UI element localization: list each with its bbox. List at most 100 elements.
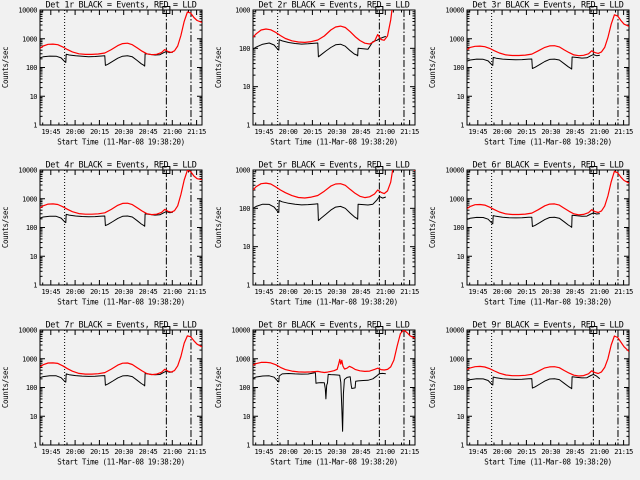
y-axis-label: Counts/sec	[214, 47, 223, 88]
detector-plot-cell-8: Det 8r BLACK = Events, RED = LLD 19:45 20:…	[213, 320, 426, 480]
y-axis-label: Counts/sec	[428, 207, 437, 248]
y-tick-label: 10	[243, 243, 251, 251]
y-tick-label: 10000	[445, 167, 464, 175]
plot-title: Det 6r BLACK = Events, RED = LLD	[473, 161, 624, 171]
x-tick-label: 20:15	[517, 448, 536, 456]
detector-plot-cell-1: Det 1r BLACK = Events, RED = LLD 19:45 20:…	[0, 0, 213, 160]
x-tick-label: 20:00	[279, 288, 298, 296]
y-axis-label: Counts/sec	[1, 47, 10, 88]
y-tick-label: 10	[243, 83, 251, 91]
x-tick-label: 20:00	[493, 288, 512, 296]
events-curve	[253, 372, 386, 432]
y-tick-label: 1	[460, 282, 464, 290]
events-curve	[40, 370, 173, 387]
x-tick-label: 20:45	[139, 128, 158, 136]
x-tick-label: 21:00	[163, 128, 182, 136]
y-tick-label: 10000	[18, 7, 37, 15]
y-tick-label: 1	[33, 442, 37, 450]
y-axis-label: Counts/sec	[1, 367, 10, 408]
x-tick-label: 20:30	[327, 128, 346, 136]
x-tick-label: 21:00	[376, 288, 395, 296]
y-tick-label: 100	[26, 64, 37, 72]
x-tick-label: 19:45	[42, 448, 61, 456]
x-tick-label: 21:15	[614, 448, 633, 456]
x-axis-label: Start Time (11-Mar-08 19:38:20)	[270, 298, 398, 307]
lld-curve	[40, 11, 202, 56]
events-curve	[40, 211, 173, 227]
y-tick-label: 10	[30, 253, 38, 261]
x-axis-label: Start Time (11-Mar-08 19:38:20)	[270, 458, 398, 467]
y-tick-label: 100	[453, 224, 464, 232]
x-axis-label: Start Time (11-Mar-08 19:38:20)	[484, 138, 612, 147]
x-tick-label: 20:30	[327, 448, 346, 456]
x-tick-label: 20:30	[114, 448, 133, 456]
lld-curve	[253, 170, 415, 199]
detector-plot-svg-5: Det 5r BLACK = Events, RED = LLD 19:45 20:…	[214, 161, 420, 307]
x-tick-label: 20:00	[66, 448, 85, 456]
detector-plot-cell-3: Det 3r BLACK = Events, RED = LLD 19:45 20:…	[427, 0, 640, 160]
events-curve	[40, 51, 173, 67]
y-tick-label: 1	[460, 122, 464, 130]
x-axis-label: Start Time (11-Mar-08 19:38:20)	[57, 298, 185, 307]
x-tick-label: 20:00	[66, 128, 85, 136]
plot-title: Det 7r BLACK = Events, RED = LLD	[46, 321, 197, 331]
x-tick-label: 21:15	[400, 128, 419, 136]
detector-plot-svg-9: Det 9r BLACK = Events, RED = LLD 19:45 20:…	[428, 321, 634, 467]
y-tick-label: 10	[30, 413, 38, 421]
x-tick-label: 21:15	[187, 128, 206, 136]
x-tick-label: 19:45	[42, 288, 61, 296]
x-tick-label: 20:15	[90, 448, 109, 456]
x-tick-label: 19:45	[469, 288, 488, 296]
y-tick-label: 1000	[449, 195, 464, 203]
lld-curve	[467, 14, 629, 57]
x-tick-label: 20:15	[90, 288, 109, 296]
x-tick-label: 20:45	[566, 128, 585, 136]
x-tick-label: 20:00	[279, 448, 298, 456]
lld-curve	[467, 335, 629, 377]
detector-plot-svg-7: Det 7r BLACK = Events, RED = LLD 19:45 20:…	[1, 321, 207, 467]
x-tick-label: 19:45	[469, 128, 488, 136]
y-tick-label: 1000	[449, 355, 464, 363]
y-tick-label: 1	[246, 442, 250, 450]
x-tick-label: 20:15	[90, 128, 109, 136]
y-tick-label: 100	[26, 384, 37, 392]
x-tick-label: 20:45	[566, 288, 585, 296]
y-tick-label: 10	[457, 253, 465, 261]
events-curve	[253, 35, 386, 58]
x-tick-label: 21:00	[163, 288, 182, 296]
y-axis-label: Counts/sec	[1, 207, 10, 248]
x-tick-label: 21:15	[614, 128, 633, 136]
x-axis-label: Start Time (11-Mar-08 19:38:20)	[270, 138, 398, 147]
lld-curve	[253, 10, 393, 45]
y-tick-label: 1000	[22, 355, 37, 363]
y-axis-label: Counts/sec	[428, 47, 437, 88]
plot-title: Det 4r BLACK = Events, RED = LLD	[46, 161, 197, 171]
plot-title: Det 8r BLACK = Events, RED = LLD	[259, 321, 410, 331]
detector-plot-cell-5: Det 5r BLACK = Events, RED = LLD 19:45 20:…	[213, 160, 426, 320]
x-tick-label: 20:30	[541, 448, 560, 456]
y-axis-label: Counts/sec	[428, 367, 437, 408]
y-tick-label: 1000	[235, 355, 250, 363]
lld-curve	[467, 170, 629, 216]
y-tick-label: 1000	[22, 35, 37, 43]
y-tick-label: 10	[30, 93, 38, 101]
x-tick-label: 20:00	[493, 448, 512, 456]
y-tick-label: 100	[453, 384, 464, 392]
y-tick-label: 100	[239, 45, 250, 53]
x-tick-label: 21:00	[163, 448, 182, 456]
x-tick-label: 21:15	[400, 288, 419, 296]
y-axis-label: Counts/sec	[214, 207, 223, 248]
y-tick-label: 1	[246, 282, 250, 290]
y-tick-label: 10000	[445, 327, 464, 335]
x-axis-label: Start Time (11-Mar-08 19:38:20)	[484, 458, 612, 467]
x-tick-label: 20:30	[541, 288, 560, 296]
detector-plot-cell-7: Det 7r BLACK = Events, RED = LLD 19:45 20:…	[0, 320, 213, 480]
x-tick-label: 21:00	[376, 448, 395, 456]
y-tick-label: 100	[239, 384, 250, 392]
y-tick-label: 1	[460, 442, 464, 450]
x-tick-label: 21:15	[187, 448, 206, 456]
x-tick-label: 19:45	[42, 128, 61, 136]
plot-title: Det 3r BLACK = Events, RED = LLD	[473, 1, 624, 11]
x-axis-label: Start Time (11-Mar-08 19:38:20)	[57, 138, 185, 147]
